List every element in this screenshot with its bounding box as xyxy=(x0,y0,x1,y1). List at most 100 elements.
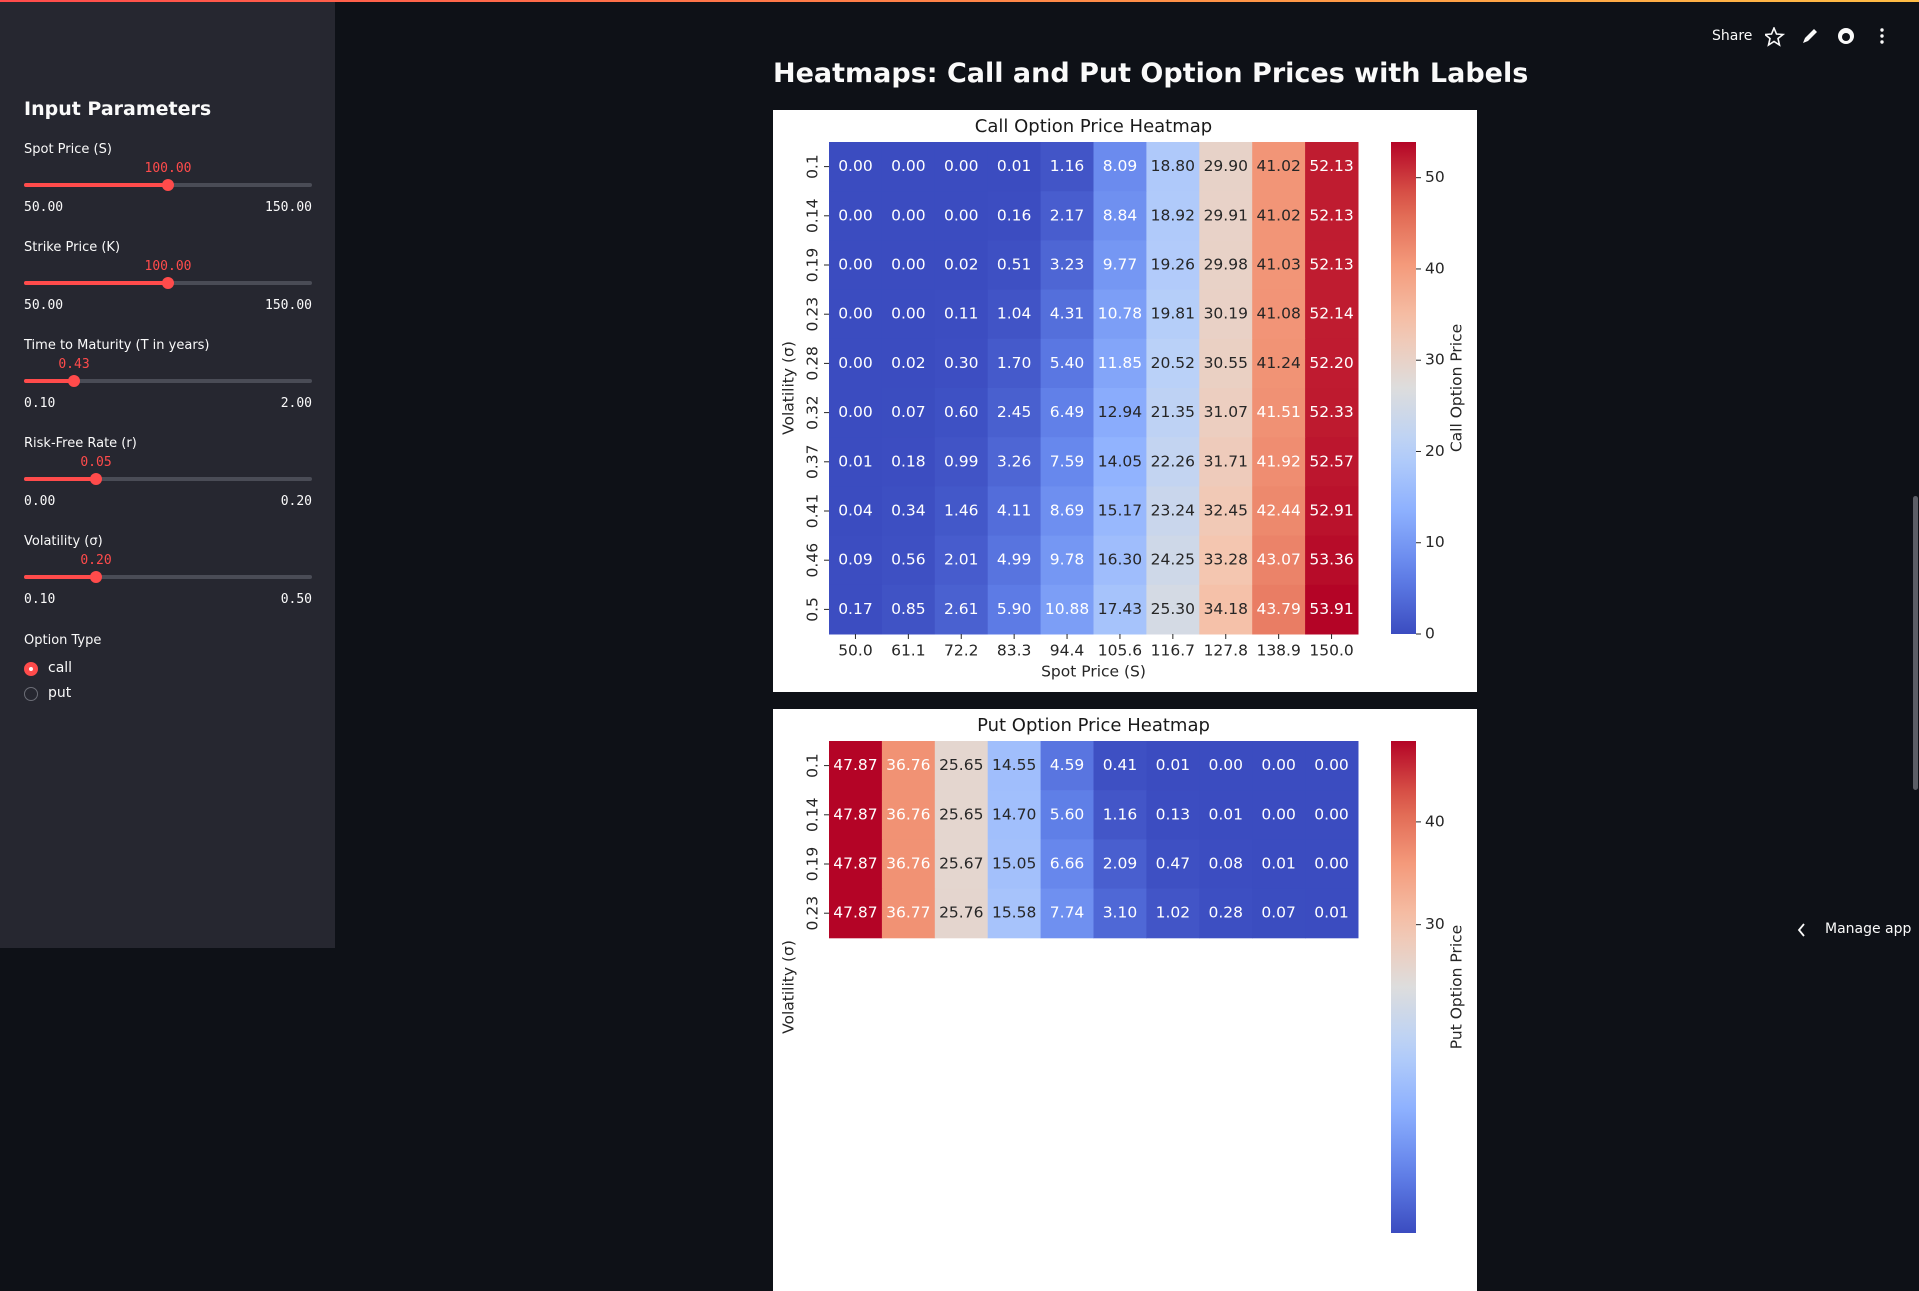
heatmap-cell xyxy=(881,388,936,438)
heatmap-cell xyxy=(829,741,883,791)
radio-label[interactable]: call xyxy=(48,660,73,676)
heatmap-cell xyxy=(1040,741,1094,791)
heatmap-cell xyxy=(987,388,1042,438)
heatmap-cell xyxy=(987,142,1042,192)
colorbar-tick-label: 10 xyxy=(1425,533,1445,551)
heatmap-cell xyxy=(1146,388,1200,438)
cell-label: 0.00 xyxy=(1314,805,1349,823)
colorbar-tick-label: 40 xyxy=(1425,259,1445,277)
slider-fill xyxy=(24,281,168,285)
slider-fill xyxy=(24,575,96,579)
cell-label: 0.00 xyxy=(891,256,926,274)
cell-label: 16.30 xyxy=(1098,551,1142,569)
cell-label: 0.11 xyxy=(944,305,979,323)
cell-label: 0.18 xyxy=(891,452,926,470)
menu-dot[interactable] xyxy=(1880,28,1884,32)
heatmap-cell xyxy=(934,741,989,791)
heatmap-cell xyxy=(1305,839,1359,890)
cell-label: 0.01 xyxy=(997,157,1032,175)
y-axis-label: Volatility (σ) xyxy=(780,940,798,1034)
x-tick-label: 72.2 xyxy=(944,642,979,660)
heatmap-cell xyxy=(881,486,936,537)
x-tick-label: 83.3 xyxy=(997,642,1032,660)
menu-dot[interactable] xyxy=(1880,40,1884,44)
slider-fill xyxy=(24,183,168,187)
heatmap-cell xyxy=(1146,191,1200,241)
colorbar-tick-label: 20 xyxy=(1425,442,1445,460)
cell-label: 0.00 xyxy=(838,354,873,372)
y-tick-label: 0.32 xyxy=(804,395,822,430)
heatmap-cell xyxy=(1252,191,1306,241)
cell-label: 7.74 xyxy=(1050,904,1085,922)
slider-track[interactable] xyxy=(24,575,312,579)
slider-thumb[interactable] xyxy=(162,277,174,289)
y-tick-label: 0.1 xyxy=(804,154,822,179)
option-type-label: Option Type xyxy=(24,633,102,648)
heatmap-cell xyxy=(1146,486,1200,537)
cell-label: 0.00 xyxy=(891,305,926,323)
cell-label: 5.90 xyxy=(997,600,1032,618)
cell-label: 7.59 xyxy=(1050,452,1085,470)
slider-thumb[interactable] xyxy=(68,375,81,387)
heatmap-cell xyxy=(1199,535,1253,586)
heatmap-cell xyxy=(829,888,883,939)
colorbar-label: Call Option Price xyxy=(1448,324,1466,452)
heatmap-cell xyxy=(1093,338,1147,389)
cell-label: 0.02 xyxy=(891,354,926,372)
heatmap-cell xyxy=(829,142,883,192)
heatmap-cell xyxy=(987,240,1042,291)
cell-label: 1.46 xyxy=(944,502,979,520)
radio-button[interactable] xyxy=(24,662,38,676)
slider-label: Strike Price (K) xyxy=(24,240,121,255)
cell-label: 0.00 xyxy=(838,206,873,224)
heatmap-cell xyxy=(934,338,989,389)
slider-track[interactable] xyxy=(24,477,312,481)
slider-thumb[interactable] xyxy=(90,473,102,485)
heatmap-cell xyxy=(1252,584,1306,635)
share-button[interactable]: Share xyxy=(1712,28,1753,44)
heatmap-cell xyxy=(934,240,989,291)
cell-label: 0.01 xyxy=(838,452,873,470)
heatmap-cell xyxy=(987,584,1042,635)
cell-label: 23.24 xyxy=(1151,502,1195,520)
heatmap-cell xyxy=(1093,486,1147,537)
slider-thumb[interactable] xyxy=(90,571,102,583)
heatmap-cell xyxy=(934,486,989,537)
heatmap-cell xyxy=(1146,240,1200,291)
heatmap-cell xyxy=(881,289,936,340)
edit-icon[interactable] xyxy=(1803,29,1817,43)
heatmap-cell xyxy=(1252,388,1306,438)
heatmap-cell xyxy=(829,839,883,890)
radio-label[interactable]: put xyxy=(48,685,72,701)
cell-label: 1.16 xyxy=(1050,157,1085,175)
cell-label: 19.81 xyxy=(1151,305,1195,323)
cell-label: 1.70 xyxy=(997,354,1032,372)
heatmap-cell xyxy=(1093,584,1147,635)
heatmap-cell xyxy=(1305,289,1359,340)
heatmap-cell xyxy=(1199,388,1253,438)
heatmap-cell xyxy=(1199,584,1253,635)
cell-label: 43.07 xyxy=(1256,551,1300,569)
star-icon[interactable] xyxy=(1765,27,1786,47)
cell-label: 0.99 xyxy=(944,452,979,470)
cell-label: 33.28 xyxy=(1204,551,1248,569)
cell-label: 41.24 xyxy=(1256,354,1300,372)
heatmap-cell xyxy=(934,839,989,890)
cell-label: 0.01 xyxy=(1156,756,1191,774)
manage-app-button[interactable]: Manage app xyxy=(1825,921,1912,937)
cell-label: 15.17 xyxy=(1098,502,1142,520)
chart-title: Call Option Price Heatmap xyxy=(975,116,1212,137)
slider-min: 0.00 xyxy=(24,494,56,509)
slider-min: 0.10 xyxy=(24,396,56,411)
heatmap-cell xyxy=(1199,839,1253,890)
slider-track[interactable] xyxy=(24,379,312,383)
x-tick-label: 94.4 xyxy=(1050,642,1085,660)
menu-dot[interactable] xyxy=(1880,34,1884,38)
heatmap-cell xyxy=(987,289,1042,340)
cell-label: 1.02 xyxy=(1156,904,1191,922)
slider-thumb[interactable] xyxy=(162,179,174,191)
cell-label: 12.94 xyxy=(1098,403,1142,421)
cell-label: 52.13 xyxy=(1309,206,1353,224)
slider-value: 0.43 xyxy=(58,357,90,372)
radio-button[interactable] xyxy=(24,687,38,701)
